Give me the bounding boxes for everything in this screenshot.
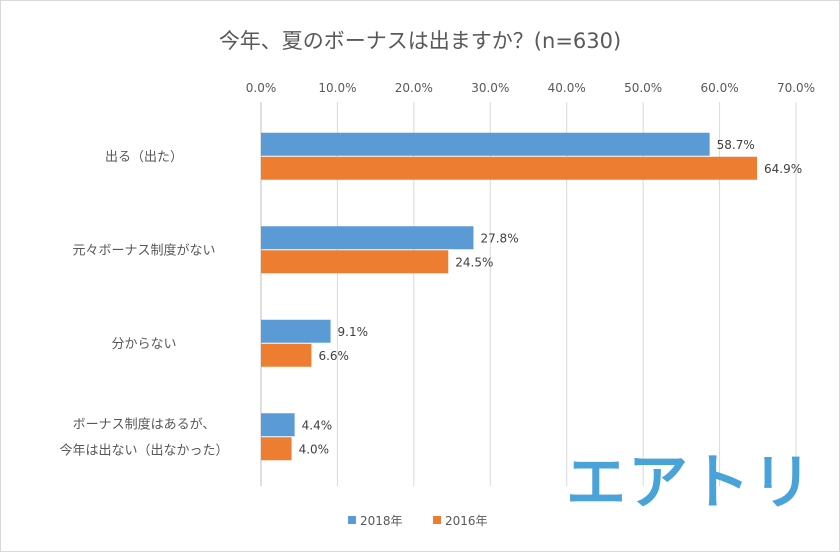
bar-2016年 <box>261 437 292 461</box>
data-label: 9.1% <box>338 325 369 339</box>
airtrip-logo: エアトリ <box>566 448 814 518</box>
chart-title: 今年、夏のボーナスは出ますか？(n=630) <box>219 29 621 53</box>
legend-swatch <box>348 516 356 524</box>
x-tick-label: 70.0% <box>777 81 815 95</box>
bar-2016年 <box>261 250 449 274</box>
data-label: 4.0% <box>299 442 330 456</box>
data-label: 58.7% <box>717 138 755 152</box>
x-tick-label: 10.0% <box>318 81 356 95</box>
legend: 2018年 2016年 <box>348 514 488 528</box>
bar-2018年 <box>261 132 710 156</box>
data-label: 27.8% <box>480 231 518 245</box>
data-label: 6.6% <box>318 349 349 363</box>
bar-2016年 <box>261 343 312 367</box>
category-label: 出る（出た） <box>105 150 183 165</box>
legend-label: 2018年 <box>360 514 403 528</box>
data-label: 64.9% <box>764 162 802 176</box>
x-tick-label: 0.0% <box>246 81 277 95</box>
category-label: 今年は出ない（出なかった） <box>59 442 228 458</box>
x-tick-label: 60.0% <box>701 81 739 95</box>
category-label: 元々ボーナス制度がない <box>72 242 215 258</box>
legend-label: 2016年 <box>445 514 488 528</box>
x-tick-label: 50.0% <box>624 81 662 95</box>
data-label: 4.4% <box>302 418 333 432</box>
bar-2018年 <box>261 319 331 343</box>
data-label: 24.5% <box>455 255 493 269</box>
category-label: 分からない <box>111 337 176 352</box>
bars: 58.7% 64.9% 27.8% 24.5% 9.1% 6.6% 4.4% 4.0% <box>261 132 802 461</box>
x-tick-label: 40.0% <box>548 81 586 95</box>
x-tick-label: 20.0% <box>395 81 433 95</box>
bar-2018年 <box>261 226 474 250</box>
category-labels: 出る（出た） 元々ボーナス制度がない分からないボーナス制度はあるが、今年は出ない（… <box>59 150 228 459</box>
category-label: ボーナス制度はあるが、 <box>73 416 216 432</box>
x-tick-labels: 0.0% 10.0% 20.0% 30.0% 40.0% 50.0% 60.0% 70.0% <box>246 81 815 95</box>
x-tick-label: 30.0% <box>471 81 509 95</box>
bar-2018年 <box>261 413 295 437</box>
bar-2016年 <box>261 156 758 180</box>
legend-swatch <box>433 516 441 524</box>
